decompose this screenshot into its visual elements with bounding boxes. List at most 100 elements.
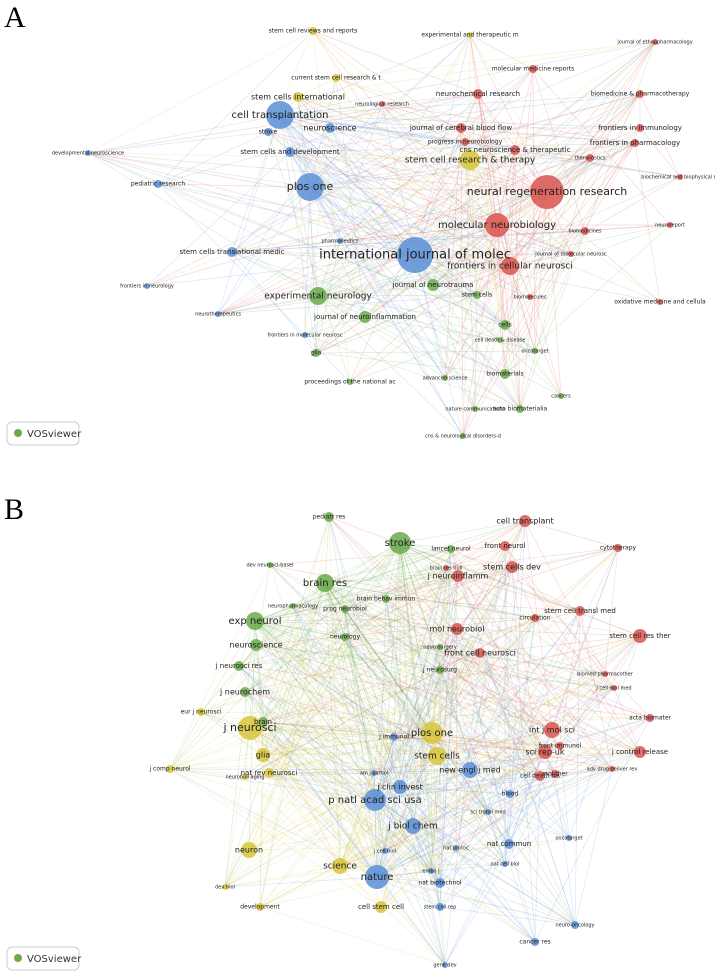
edge (157, 183, 506, 326)
edge (508, 547, 619, 845)
edge (504, 545, 615, 689)
edge (238, 646, 441, 667)
node (530, 175, 564, 209)
edge (268, 772, 432, 872)
edge (380, 669, 441, 908)
node (309, 27, 317, 35)
node (657, 299, 663, 305)
edge (169, 751, 641, 770)
edge (412, 575, 459, 827)
node (405, 818, 421, 834)
edge (344, 547, 619, 638)
edges (87, 30, 681, 966)
edge (504, 265, 511, 326)
edge (292, 566, 513, 607)
edge (268, 772, 376, 801)
node-label: current stem cell research & t (291, 75, 381, 82)
edge (255, 644, 441, 671)
edge (262, 721, 561, 747)
edge (169, 669, 441, 770)
edge (431, 732, 446, 966)
node-label: biomedicine & pharmacotherapy (591, 91, 690, 98)
edge (249, 727, 433, 734)
edge (399, 786, 457, 849)
edge (439, 646, 651, 719)
edge (477, 93, 511, 267)
edge (297, 96, 591, 159)
edge (259, 736, 395, 908)
edge (254, 547, 619, 622)
edge (335, 77, 516, 151)
edge (238, 665, 378, 878)
edge (344, 542, 401, 610)
edge (254, 620, 264, 723)
edge (146, 254, 416, 287)
node-label: neurotherapeutics (195, 312, 241, 318)
edge (436, 755, 489, 813)
edge (317, 41, 656, 297)
node-label: brain (254, 718, 272, 726)
edge (519, 191, 548, 410)
edge (477, 93, 506, 326)
node-label: stem cells (414, 752, 460, 762)
edge (254, 620, 446, 966)
node (460, 433, 466, 439)
node-label: biomolecules (513, 295, 546, 301)
edge (87, 152, 319, 297)
edge (244, 598, 387, 693)
edge (324, 520, 526, 584)
node-label: progress in neurobiology (428, 139, 503, 146)
node (646, 714, 654, 722)
node (85, 150, 91, 156)
edge (289, 103, 383, 153)
edge (262, 754, 376, 801)
edge (399, 646, 441, 788)
node (421, 722, 443, 744)
edge (399, 542, 576, 926)
edge (262, 754, 446, 966)
edge (262, 721, 341, 867)
edge (381, 103, 636, 144)
edge (317, 68, 534, 297)
edge (309, 34, 471, 188)
edge (324, 582, 489, 813)
node (636, 124, 644, 132)
edge (254, 620, 541, 777)
node-label: neuroreport (655, 223, 685, 229)
edge (279, 114, 516, 151)
edge (249, 582, 326, 729)
edge (297, 96, 366, 318)
edge (509, 93, 641, 267)
edge (431, 545, 506, 734)
edge (524, 520, 606, 675)
edge (339, 575, 459, 867)
node (227, 247, 237, 257)
edge (504, 617, 536, 865)
edge (532, 68, 671, 226)
edge (259, 652, 481, 908)
edge (309, 186, 464, 437)
node-label: journal of neurotrauma (392, 281, 474, 289)
node-label: mol neurobiol (430, 625, 485, 634)
node (485, 809, 491, 815)
edge (262, 582, 326, 756)
edge (496, 224, 521, 410)
node-label: am j pathol (360, 771, 388, 777)
edge (504, 68, 534, 375)
edge (339, 567, 447, 867)
node (453, 845, 459, 851)
edge (469, 159, 536, 352)
edge (414, 34, 471, 256)
node-label: nature (361, 872, 394, 883)
edge (462, 142, 636, 437)
node-label: science (323, 862, 357, 872)
edge (309, 93, 479, 188)
edge (289, 151, 531, 298)
edge (439, 545, 506, 671)
edge (289, 151, 464, 437)
edge (431, 635, 641, 734)
edge (373, 547, 619, 774)
node-label: j immunol (378, 734, 409, 741)
edge (534, 230, 586, 352)
edge (436, 520, 526, 757)
